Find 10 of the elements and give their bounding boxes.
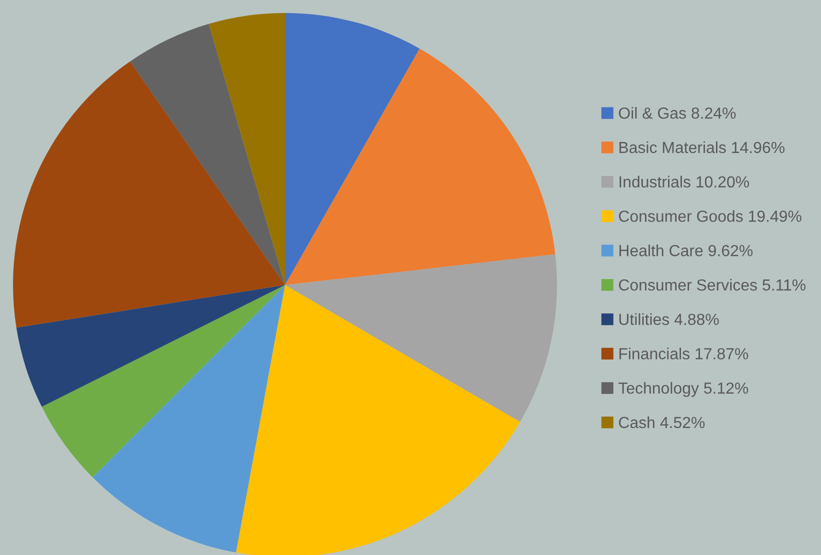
legend-label: Financials 17.87%	[619, 348, 748, 360]
legend-label: Industrials 10.20%	[620, 176, 749, 188]
legend-label: Cash 4.52%	[618, 416, 705, 428]
legend-label: Oil & Gas 8.24%	[618, 107, 736, 119]
legend-label: Utilities 4.88%	[619, 313, 719, 326]
legend-label: Consumer Services 5.11%	[618, 278, 806, 291]
legend-label: Technology 5.12%	[618, 382, 748, 397]
legend-label: Consumer Goods 19.49%	[618, 210, 802, 222]
legend-label: Health Care 9.62%	[619, 244, 753, 256]
legend-label: Basic Materials 14.96%	[619, 141, 784, 154]
